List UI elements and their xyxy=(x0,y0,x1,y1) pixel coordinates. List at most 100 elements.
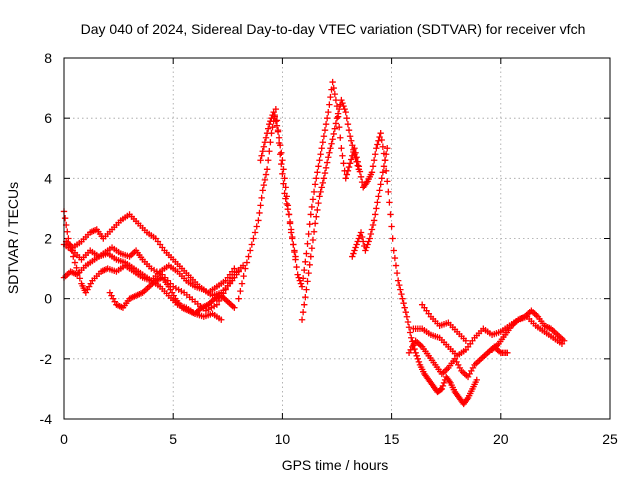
data-point xyxy=(368,226,376,233)
data-point xyxy=(308,245,316,252)
data-point xyxy=(74,269,82,277)
data-point xyxy=(345,163,353,171)
data-point xyxy=(351,247,358,254)
data-point xyxy=(64,228,71,235)
data-point xyxy=(329,78,336,86)
x-tick-label: 5 xyxy=(169,431,177,447)
data-point xyxy=(355,235,363,242)
data-point xyxy=(384,178,391,185)
data-point xyxy=(76,275,84,282)
data-point xyxy=(377,181,384,188)
data-point xyxy=(330,130,337,138)
data-point xyxy=(235,295,242,302)
data-point xyxy=(375,137,382,144)
data-point xyxy=(388,223,395,230)
tick-labels: 0 5 10 15 20 25 -4 -2 0 2 4 6 8 xyxy=(40,50,618,447)
data-point xyxy=(299,309,307,316)
data-point xyxy=(462,337,470,344)
data-point xyxy=(364,241,371,248)
data-point xyxy=(334,110,342,117)
data-point xyxy=(372,211,379,218)
data-point xyxy=(333,114,341,122)
data-point xyxy=(268,114,275,122)
data-point xyxy=(303,250,310,257)
data-point xyxy=(269,123,276,131)
data-point xyxy=(294,271,301,278)
data-point xyxy=(322,120,330,128)
y-tick-label: 2 xyxy=(44,231,52,247)
data-point xyxy=(358,233,366,241)
data-point xyxy=(310,188,318,196)
data-point xyxy=(273,122,281,129)
data-point xyxy=(263,166,271,173)
data-point xyxy=(369,221,377,229)
data-point xyxy=(296,277,304,284)
data-point xyxy=(305,269,312,277)
data-point xyxy=(309,196,317,203)
data-point xyxy=(338,96,345,104)
data-point xyxy=(313,213,320,220)
data-point xyxy=(365,238,372,245)
data-point xyxy=(325,154,332,161)
data-point xyxy=(340,102,347,110)
data-point xyxy=(318,145,325,152)
data-point xyxy=(297,280,305,287)
data-point xyxy=(343,114,351,122)
data-point xyxy=(397,286,404,293)
data-point xyxy=(400,299,407,307)
data-point xyxy=(295,274,302,281)
data-point xyxy=(235,268,242,275)
data-point xyxy=(437,386,444,393)
data-point xyxy=(402,309,409,316)
data-point xyxy=(289,235,296,242)
data-point xyxy=(473,376,480,384)
data-point xyxy=(386,199,393,206)
data-point xyxy=(245,253,252,260)
data-point xyxy=(342,108,349,116)
data-point xyxy=(387,211,394,218)
data-point xyxy=(332,96,340,104)
data-point xyxy=(440,379,448,387)
data-point xyxy=(61,214,69,222)
data-point xyxy=(326,101,333,108)
data-point xyxy=(283,193,290,200)
data-point xyxy=(315,199,322,207)
data-point xyxy=(317,151,324,158)
data-point xyxy=(394,277,402,284)
data-point xyxy=(258,152,265,159)
data-point xyxy=(372,151,379,158)
data-point xyxy=(327,93,334,101)
data-point xyxy=(311,220,319,227)
data-point xyxy=(277,142,284,149)
data-point xyxy=(370,217,378,224)
plot-frame xyxy=(63,57,611,420)
data-point xyxy=(278,149,285,156)
data-point xyxy=(378,136,385,144)
series-track-g xyxy=(298,96,363,323)
data-point xyxy=(246,247,254,254)
data-point xyxy=(304,240,311,247)
data-point xyxy=(321,127,329,134)
data-point xyxy=(267,139,274,146)
data-point xyxy=(266,120,273,128)
series-track-f xyxy=(235,78,480,408)
data-point xyxy=(279,157,286,164)
data-point xyxy=(306,261,313,269)
data-point xyxy=(251,229,259,236)
data-point xyxy=(279,170,286,178)
data-point xyxy=(286,220,294,227)
data-point xyxy=(258,194,265,202)
data-point xyxy=(344,167,352,175)
data-point xyxy=(271,113,278,120)
data-point xyxy=(313,175,320,182)
grid xyxy=(64,58,610,419)
data-point xyxy=(326,149,333,156)
data-point xyxy=(377,130,384,137)
data-point xyxy=(257,202,264,209)
y-tick-label: -2 xyxy=(40,351,53,367)
data-point xyxy=(281,175,288,182)
y-tick-label: 6 xyxy=(44,110,52,126)
series-track-l xyxy=(488,307,568,354)
data-point xyxy=(414,355,422,363)
